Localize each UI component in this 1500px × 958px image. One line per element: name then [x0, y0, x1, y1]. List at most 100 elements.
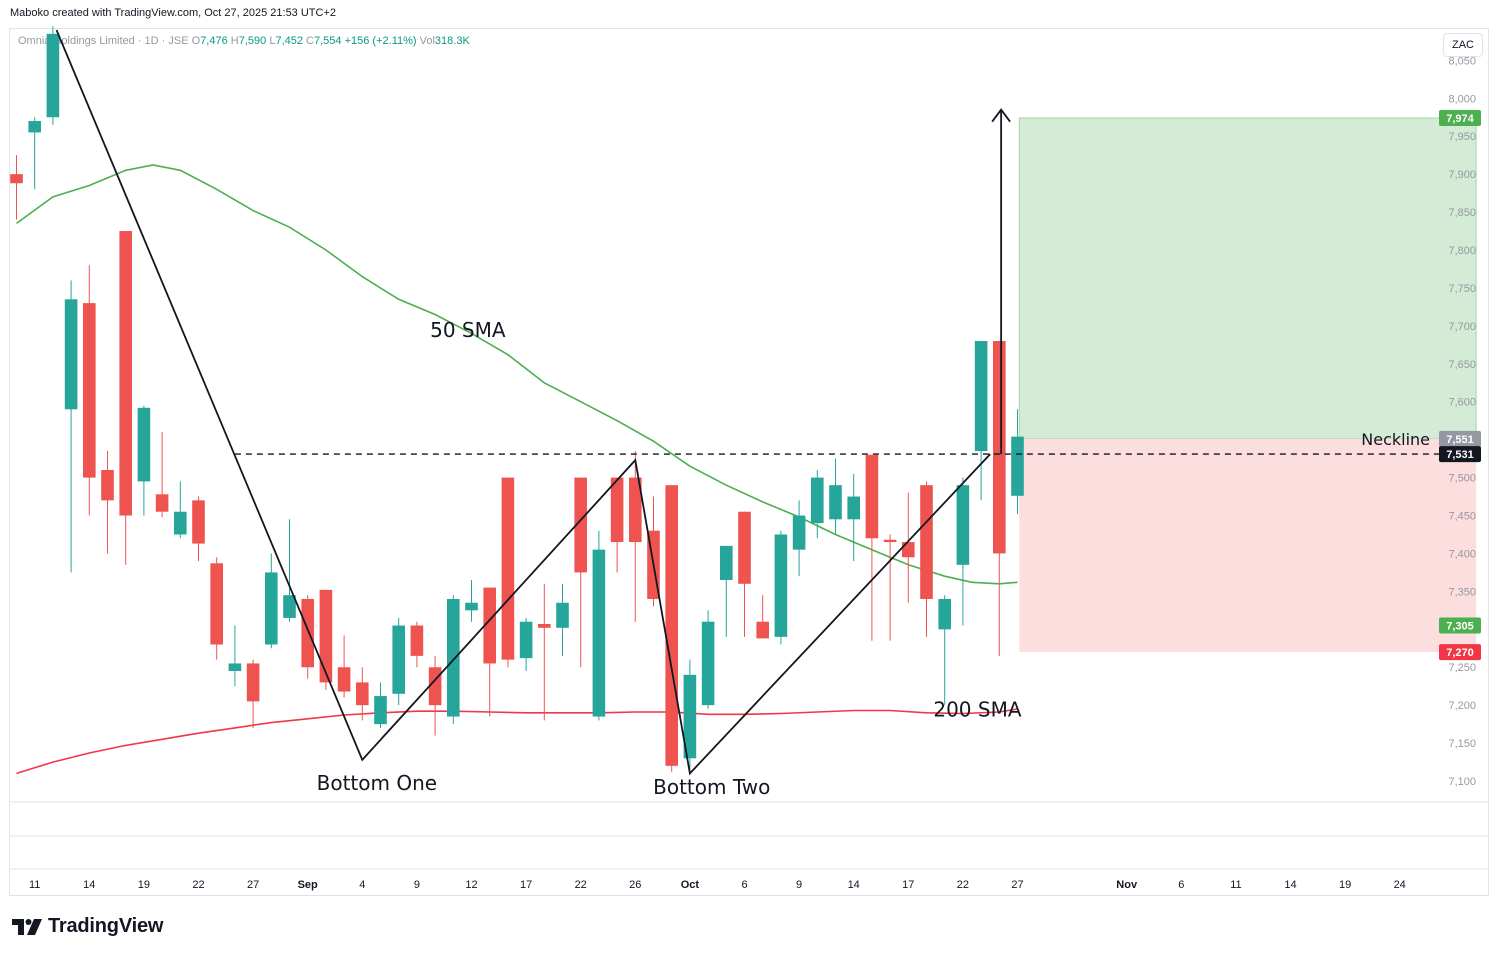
x-tick-label: Oct — [681, 879, 700, 891]
candle-body — [519, 621, 533, 659]
candle-body — [902, 542, 915, 558]
x-tick-label: 26 — [629, 879, 641, 891]
y-tick-label: 7,700 — [1448, 321, 1476, 333]
x-tick-label: 17 — [520, 879, 532, 891]
y-tick-label: 7,150 — [1448, 738, 1476, 750]
x-tick-label: Nov — [1116, 879, 1138, 891]
x-tick-label: 22 — [192, 879, 204, 891]
candle-body — [1011, 436, 1024, 496]
currency-button[interactable]: ZAC — [1443, 33, 1483, 57]
price-tag-box — [1439, 430, 1481, 447]
price-tag-label: 7,551 — [1446, 434, 1474, 446]
legend-change: +156 (+2.11%) — [344, 35, 417, 47]
candle-body — [829, 485, 842, 520]
candle-body — [847, 496, 860, 520]
candle-body — [46, 33, 60, 118]
candle-body — [283, 595, 296, 618]
price-tag-box — [1439, 617, 1481, 634]
legend-close: 7,554 — [314, 35, 342, 47]
candle-body — [883, 539, 897, 543]
chart-credit: Maboko created with TradingView.com, Oct… — [10, 7, 337, 19]
tradingview-wordmark: TradingView — [48, 915, 164, 937]
candle-body — [683, 674, 697, 759]
x-tick-label: 27 — [1011, 879, 1023, 891]
candle-body — [174, 511, 187, 535]
tradingview-brand: TradingView — [12, 915, 163, 938]
candle-body — [720, 545, 733, 580]
y-tick-label: 7,400 — [1448, 548, 1476, 560]
x-tick-label: 4 — [359, 879, 365, 891]
symbol-legend: Omnia Holdings Limited · 1D · JSE O7,476… — [18, 35, 470, 47]
price-tag-box — [1439, 644, 1481, 661]
x-tick-label: 19 — [1339, 879, 1351, 891]
sma-50-line — [16, 164, 1018, 585]
legend-volume-key: Vol — [419, 35, 435, 47]
candle-body — [64, 299, 78, 410]
x-tick-label: 12 — [465, 879, 477, 891]
sma-200-line — [16, 708, 1018, 775]
candle-body — [137, 407, 151, 482]
price-tag-box — [1439, 446, 1481, 463]
candle-body — [756, 621, 769, 639]
stop-zone — [1019, 438, 1477, 653]
candle-body — [119, 231, 132, 516]
legend-low: 7,452 — [275, 35, 303, 47]
sma-50-label: 50 SMA — [430, 318, 506, 342]
candle-body — [629, 477, 642, 543]
candle-body — [447, 598, 460, 717]
x-tick-label: 22 — [575, 879, 587, 891]
x-tick-label: 17 — [902, 879, 914, 891]
candle-body — [28, 121, 41, 133]
x-tick-label: 27 — [247, 879, 259, 891]
y-tick-label: 7,450 — [1448, 511, 1476, 523]
x-tick-label: 6 — [741, 879, 747, 891]
bottom-one-label: Bottom One — [317, 771, 437, 795]
candle-body — [556, 602, 569, 628]
candle-body — [428, 667, 442, 706]
candle-body — [356, 682, 369, 706]
candle-body — [538, 624, 551, 628]
candle-body — [574, 477, 587, 573]
x-tick-label: 6 — [1178, 879, 1184, 891]
legend-open: 7,476 — [200, 35, 228, 47]
y-tick-label: 7,500 — [1448, 473, 1476, 485]
y-tick-label: 7,850 — [1448, 207, 1476, 219]
bottom-two-label: Bottom Two — [653, 775, 770, 799]
y-tick-label: 7,250 — [1448, 662, 1476, 674]
x-tick-label: 22 — [957, 879, 969, 891]
neckline-label: Neckline — [1361, 430, 1430, 449]
x-tick-label: 9 — [414, 879, 420, 891]
x-tick-label: 11 — [1230, 879, 1241, 891]
candle-body — [592, 549, 606, 717]
candle-body — [210, 563, 223, 645]
legend-low-key: L — [269, 35, 276, 47]
y-tick-label: 7,100 — [1448, 776, 1476, 788]
y-tick-label: 7,750 — [1448, 283, 1476, 295]
y-tick-label: 7,800 — [1448, 245, 1476, 257]
price-tag-label: 7,305 — [1446, 621, 1474, 633]
legend-close-key: C — [306, 35, 314, 47]
candle-body — [483, 587, 496, 664]
x-tick-label: 19 — [138, 879, 150, 891]
price-tag-label: 7,270 — [1446, 647, 1474, 659]
tradingview-logo-icon — [12, 918, 42, 935]
candle-body — [246, 663, 260, 702]
y-tick-label: 7,200 — [1448, 700, 1476, 712]
y-tick-label: 7,650 — [1448, 359, 1476, 371]
legend-volume: 318.3K — [434, 35, 470, 47]
candle-body — [392, 625, 405, 694]
candle-body — [920, 485, 933, 599]
legend-high: 7,590 — [238, 35, 267, 47]
price-tag-label: 7,531 — [1446, 449, 1474, 461]
candle-body — [228, 663, 242, 672]
candle-body — [610, 477, 624, 543]
candle-body — [155, 494, 169, 512]
candle-body — [465, 602, 478, 611]
candle-body — [865, 454, 879, 539]
candle-body — [792, 515, 806, 550]
candle-body — [956, 485, 970, 565]
candle-body — [83, 303, 96, 478]
candle-body — [665, 485, 678, 766]
legend-high-key: H — [230, 35, 239, 47]
